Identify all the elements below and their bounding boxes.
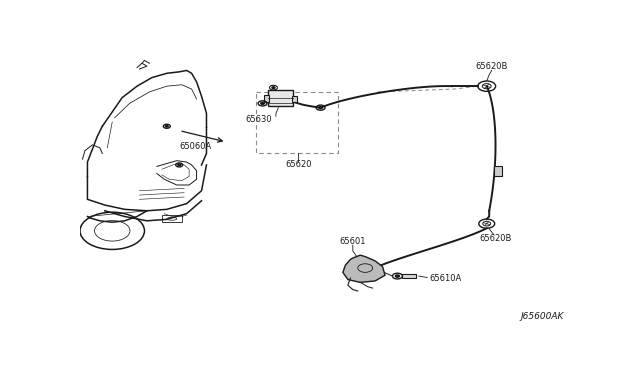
Circle shape xyxy=(165,125,168,127)
Bar xyxy=(269,90,293,106)
Bar xyxy=(403,274,416,278)
Circle shape xyxy=(396,275,399,277)
Text: J65600AK: J65600AK xyxy=(520,312,564,321)
Text: 65620: 65620 xyxy=(285,160,312,169)
Text: 65630: 65630 xyxy=(245,115,272,125)
Circle shape xyxy=(178,164,180,166)
Polygon shape xyxy=(343,255,385,282)
Text: 65610A: 65610A xyxy=(429,274,462,283)
Bar xyxy=(162,215,182,222)
Circle shape xyxy=(272,87,275,89)
Text: 65620B: 65620B xyxy=(476,62,508,71)
Text: 65060A: 65060A xyxy=(179,142,211,151)
Circle shape xyxy=(319,107,323,109)
Text: 65601: 65601 xyxy=(340,237,366,246)
Bar xyxy=(264,95,269,102)
Bar xyxy=(292,96,297,102)
Circle shape xyxy=(260,102,264,105)
Text: 65620B: 65620B xyxy=(479,234,512,243)
Bar xyxy=(494,166,502,176)
